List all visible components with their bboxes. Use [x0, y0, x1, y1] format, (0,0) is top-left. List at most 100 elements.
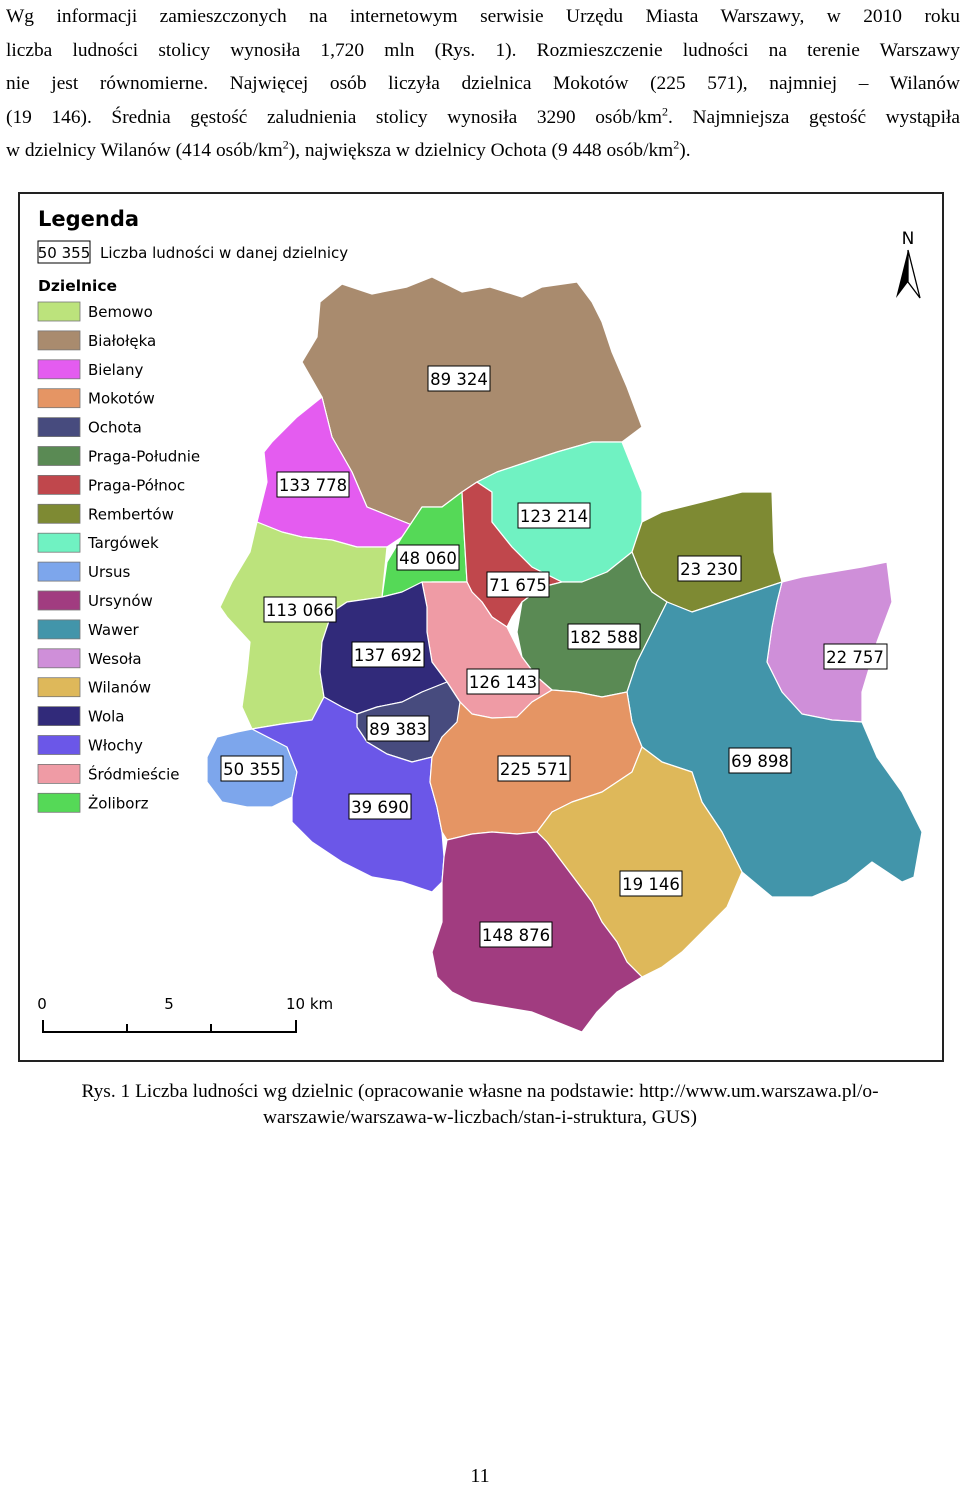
legend-item: Wesoła	[37, 648, 142, 669]
intro-paragraph: Wg informacji zamieszczonych na internet…	[6, 0, 960, 168]
value-text: 137 692	[354, 646, 422, 665]
legend-item: Wola	[37, 706, 125, 726]
scale-tick-10: 10 km	[286, 995, 333, 1013]
paragraph-line-1: Wg informacji zamieszczonych na internet…	[6, 6, 960, 27]
paragraph-line-5: w dzielnicy Wilanów (414 osób/km2), najw…	[6, 134, 960, 168]
legend-swatch	[37, 474, 81, 495]
legend-swatch	[37, 417, 81, 438]
legend-item-label: Praga-Południe	[88, 448, 200, 466]
legend-swatch	[37, 792, 81, 813]
value-label-wlochy: 39 690	[348, 793, 412, 820]
legend-item: Białołęka	[37, 330, 156, 351]
value-label-mokotow: 225 571	[497, 755, 571, 782]
value-text: 182 588	[570, 628, 638, 647]
paragraph-line-3: nie jest równomierne. Najwięcej osób lic…	[6, 73, 960, 95]
paragraph-line-4-text-a: (19 146). Średnia gęstość zaludnienia st…	[6, 106, 663, 128]
legend-swatch	[37, 619, 81, 640]
value-text: 89 383	[369, 720, 427, 739]
page-number: 11	[470, 1465, 490, 1487]
value-label-ursynow: 148 876	[479, 921, 553, 948]
legend-swatch	[37, 764, 81, 784]
legend-items: Bemowo Białołęka Bielany Mokotów Ochota Praga…	[37, 301, 200, 813]
map-legend: Legenda 50 355 Liczba ludności w danej d…	[37, 207, 348, 813]
value-label-wola: 137 692	[351, 641, 425, 668]
value-text: 225 571	[500, 760, 568, 779]
paragraph-line-2: liczba ludności stolicy wynosiła 1,720 m…	[6, 39, 960, 61]
legend-districts-heading: Dzielnice	[38, 277, 117, 295]
value-text: 48 060	[399, 549, 457, 568]
legend-swatch	[37, 301, 81, 322]
value-label-ursus: 50 355	[220, 755, 284, 782]
legend-swatch	[37, 359, 81, 380]
value-text: 133 778	[279, 476, 347, 495]
population-map-figure: 89 324 133 778 123 214 48 060 71 675 23 …	[18, 192, 944, 1062]
warsaw-district-map: 89 324 133 778 123 214 48 060 71 675 23 …	[37, 207, 923, 1033]
district-value-labels: 89 324 133 778 123 214 48 060 71 675 23 …	[220, 365, 888, 948]
value-text: 113 066	[266, 601, 334, 620]
legend-swatch	[37, 590, 81, 611]
legend-item-label: Ursynów	[88, 592, 153, 610]
scale-bar: 0 5 10 km	[37, 995, 333, 1033]
north-arrow: N	[896, 229, 921, 299]
legend-item-label: Wawer	[88, 621, 140, 639]
value-label-srodmiescie: 126 143	[466, 668, 540, 695]
legend-item: Wawer	[37, 619, 140, 640]
paragraph-line-4: (19 146). Średnia gęstość zaludnienia st…	[6, 101, 960, 135]
legend-item-label: Bemowo	[88, 303, 153, 321]
legend-item: Ursynów	[37, 590, 153, 611]
legend-item: Praga-Południe	[37, 446, 200, 466]
legend-item: Wilanów	[37, 677, 151, 698]
value-label-bemowo: 113 066	[263, 596, 337, 623]
legend-item: Targówek	[37, 532, 159, 553]
legend-swatch	[37, 648, 81, 669]
value-label-praga-poludnie: 182 588	[567, 623, 641, 650]
legend-item-label: Praga-Północ	[88, 476, 185, 494]
value-label-bielany: 133 778	[276, 471, 350, 498]
legend-item-label: Śródmieście	[88, 764, 180, 783]
legend-swatch	[37, 330, 81, 351]
superscript: 2	[673, 137, 680, 152]
legend-swatch	[37, 677, 81, 698]
superscript: 2	[282, 137, 289, 152]
value-label-targowek: 123 214	[517, 502, 591, 529]
paragraph-line-5-text-c: ).	[679, 140, 691, 162]
value-text: 123 214	[520, 507, 588, 526]
legend-item-label: Wilanów	[88, 679, 151, 697]
legend-item-label: Wola	[88, 708, 125, 726]
value-text: 22 757	[826, 648, 884, 667]
legend-item: Praga-Północ	[37, 474, 185, 495]
legend-swatch	[37, 735, 81, 755]
legend-item-label: Ochota	[88, 419, 142, 437]
value-text: 39 690	[351, 798, 409, 817]
legend-item-label: Ursus	[88, 563, 130, 581]
value-label-ochota: 89 383	[366, 715, 430, 742]
caption-line-2: warszawie/warszawa-w-liczbach/stan-i-str…	[263, 1107, 697, 1128]
superscript: 2	[662, 104, 669, 119]
legend-item-label: Targówek	[87, 534, 159, 552]
legend-swatch	[37, 388, 81, 409]
legend-item: Bielany	[37, 359, 144, 380]
legend-item: Ochota	[37, 417, 142, 438]
value-label-wawer: 69 898	[728, 747, 792, 774]
paragraph-line-5-text-b: ), największa w dzielnicy Ochota (9 448 …	[288, 140, 674, 162]
legend-swatch	[37, 561, 81, 582]
value-text: 19 146	[622, 875, 680, 894]
scale-tick-5: 5	[164, 995, 174, 1013]
value-text: 69 898	[731, 752, 789, 771]
value-text: 89 324	[430, 370, 488, 389]
legend-item: Żoliborz	[37, 792, 149, 813]
legend-item: Ursus	[37, 561, 130, 582]
north-arrow-icon	[896, 250, 908, 298]
legend-swatch	[37, 706, 81, 726]
legend-title: Legenda	[38, 207, 139, 231]
value-label-praga-polnoc: 71 675	[486, 571, 550, 598]
legend-sample-box	[37, 240, 91, 264]
legend-swatch	[37, 532, 81, 553]
legend-swatch	[37, 503, 81, 524]
north-label: N	[902, 229, 915, 249]
value-text: 148 876	[482, 926, 550, 945]
legend-sample-label: Liczba ludności w danej dzielnicy	[100, 244, 348, 262]
scale-tick-0: 0	[37, 995, 47, 1013]
legend-item: Rembertów	[37, 503, 174, 524]
legend-sample-value: 50 355	[38, 244, 91, 262]
